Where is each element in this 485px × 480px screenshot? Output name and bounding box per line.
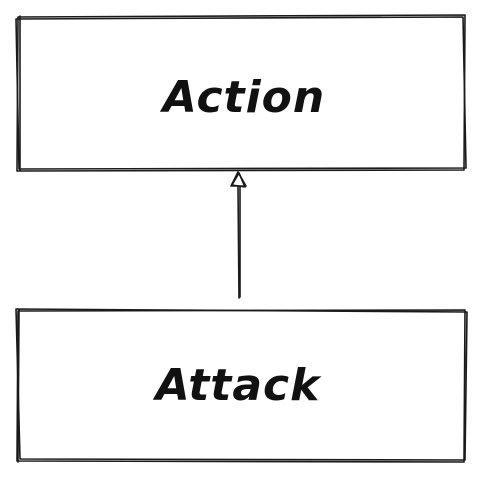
node-attack[interactable]: Attack <box>15 308 468 463</box>
node-action-label: Action <box>160 72 325 123</box>
edge-line <box>237 185 240 299</box>
edge-attack-to-action <box>230 171 247 299</box>
node-action[interactable]: Action <box>15 14 467 172</box>
node-attack-box <box>15 308 468 463</box>
node-action-box <box>15 14 467 172</box>
node-attack-label: Attack <box>153 360 322 411</box>
